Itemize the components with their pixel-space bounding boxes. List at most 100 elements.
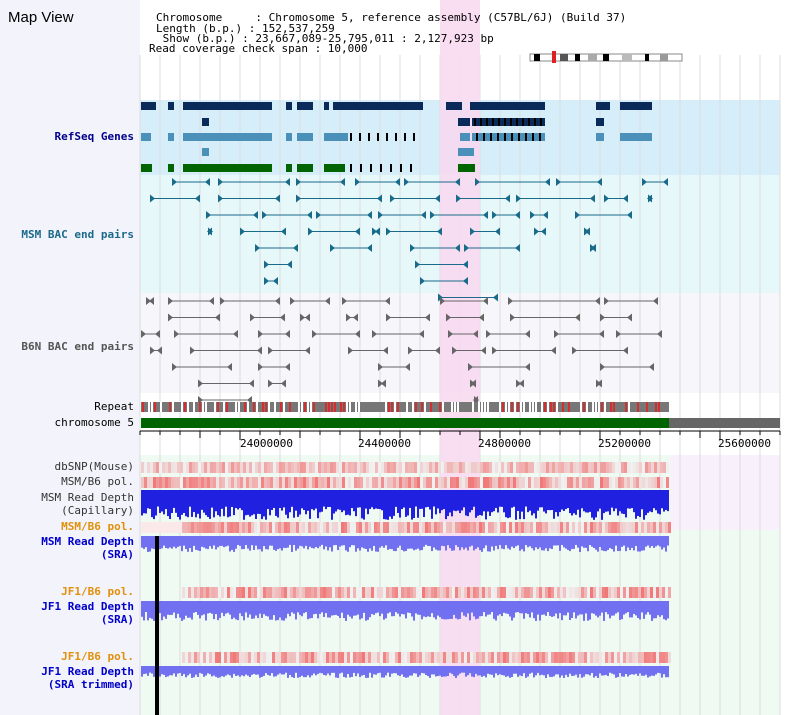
depth-bar bbox=[569, 666, 571, 674]
pol-cell bbox=[617, 587, 620, 598]
depth-bar bbox=[385, 536, 387, 546]
bac-end bbox=[430, 211, 435, 219]
pol-cell bbox=[561, 462, 564, 473]
depth-bar bbox=[245, 601, 247, 613]
bac-end bbox=[262, 211, 267, 219]
depth-bar bbox=[215, 666, 217, 677]
depth-bar bbox=[313, 490, 315, 511]
pol-cell bbox=[422, 587, 425, 598]
pol-cell bbox=[573, 477, 576, 488]
pol-cell bbox=[527, 522, 530, 533]
depth-bar bbox=[239, 536, 241, 546]
depth-bar bbox=[481, 601, 483, 617]
depth-bar bbox=[189, 536, 191, 549]
depth-bar bbox=[277, 666, 279, 675]
pol-cell bbox=[263, 522, 266, 533]
pol-cell bbox=[237, 477, 240, 488]
depth-bar bbox=[601, 666, 603, 676]
depth-bar bbox=[269, 601, 271, 620]
pol-cell bbox=[615, 462, 618, 473]
pol-cell bbox=[233, 522, 236, 533]
pol-cell bbox=[638, 522, 641, 533]
ideogram-band bbox=[603, 54, 609, 61]
bac-end bbox=[475, 178, 480, 186]
depth-bar bbox=[215, 601, 217, 615]
depth-bar bbox=[321, 666, 323, 674]
pol-cell bbox=[668, 587, 671, 598]
track-label-msm-bac[interactable]: MSM BAC end pairs bbox=[21, 228, 134, 241]
depth-bar bbox=[627, 666, 629, 677]
depth-bar bbox=[569, 601, 571, 620]
depth-bar bbox=[431, 490, 433, 519]
bac-end bbox=[268, 379, 273, 388]
depth-bar bbox=[439, 601, 441, 618]
repeat-mark bbox=[487, 402, 489, 412]
track-label-b6n-bac[interactable]: B6N BAC end pairs bbox=[21, 340, 134, 353]
bac-end bbox=[455, 244, 460, 252]
repeat-mark bbox=[481, 402, 483, 412]
pol-cell bbox=[165, 462, 168, 473]
repeat-mark bbox=[235, 402, 237, 412]
depth-bar bbox=[199, 536, 201, 552]
depth-bar bbox=[481, 490, 483, 516]
pol-cell bbox=[513, 477, 516, 488]
pol-cell bbox=[467, 587, 470, 598]
pol-cell bbox=[642, 462, 645, 473]
depth-bar bbox=[523, 536, 525, 552]
pol-cell bbox=[299, 652, 302, 663]
pol-cell bbox=[249, 462, 252, 473]
depth-bar bbox=[591, 490, 593, 518]
pol-cell bbox=[488, 587, 491, 598]
depth-bar bbox=[613, 666, 615, 675]
pol-cell bbox=[527, 652, 530, 663]
pol-cell bbox=[296, 587, 299, 598]
depth-bar bbox=[295, 490, 297, 511]
pol-cell bbox=[653, 587, 656, 598]
depth-bar bbox=[353, 666, 355, 673]
pol-cell bbox=[326, 587, 329, 598]
depth-bar bbox=[425, 601, 427, 618]
depth-bar bbox=[257, 536, 259, 550]
depth-bar bbox=[179, 601, 181, 618]
pol-cell bbox=[549, 477, 552, 488]
depth-bar bbox=[487, 490, 489, 512]
depth-bar bbox=[317, 666, 319, 674]
depth-bar bbox=[203, 536, 205, 548]
depth-bar bbox=[373, 536, 375, 546]
depth-bar bbox=[601, 601, 603, 613]
pol-cell bbox=[296, 652, 299, 663]
depth-bar bbox=[655, 601, 657, 619]
depth-bar bbox=[457, 666, 459, 676]
depth-bar bbox=[647, 601, 649, 613]
pol-cell bbox=[324, 477, 327, 488]
bac-end bbox=[296, 178, 301, 186]
track-label-refseq[interactable]: RefSeq Genes bbox=[54, 130, 134, 143]
depth-bar bbox=[589, 536, 591, 546]
depth-bar bbox=[335, 536, 337, 546]
depth-bar bbox=[655, 536, 657, 547]
pol-cell bbox=[141, 522, 182, 533]
pol-cell bbox=[585, 462, 588, 473]
depth-bar bbox=[595, 666, 597, 677]
depth-bar bbox=[239, 601, 241, 614]
gene-exon bbox=[141, 164, 152, 172]
depth-bar bbox=[491, 601, 493, 613]
pol-cell bbox=[351, 462, 354, 473]
pol-cell bbox=[602, 587, 605, 598]
pol-cell bbox=[255, 477, 258, 488]
depth-bar bbox=[517, 666, 519, 677]
depth-bar bbox=[319, 536, 321, 547]
pol-cell bbox=[645, 462, 648, 473]
pol-cell bbox=[318, 477, 321, 488]
depth-bar bbox=[451, 536, 453, 551]
depth-bar bbox=[303, 666, 305, 678]
pol-cell bbox=[404, 522, 407, 533]
pol-cell bbox=[581, 522, 584, 533]
depth-bar bbox=[393, 601, 395, 617]
pol-cell bbox=[327, 462, 330, 473]
depth-bar bbox=[529, 601, 531, 618]
depth-bar bbox=[163, 666, 165, 675]
depth-bar bbox=[267, 601, 269, 617]
pol-cell bbox=[555, 477, 558, 488]
